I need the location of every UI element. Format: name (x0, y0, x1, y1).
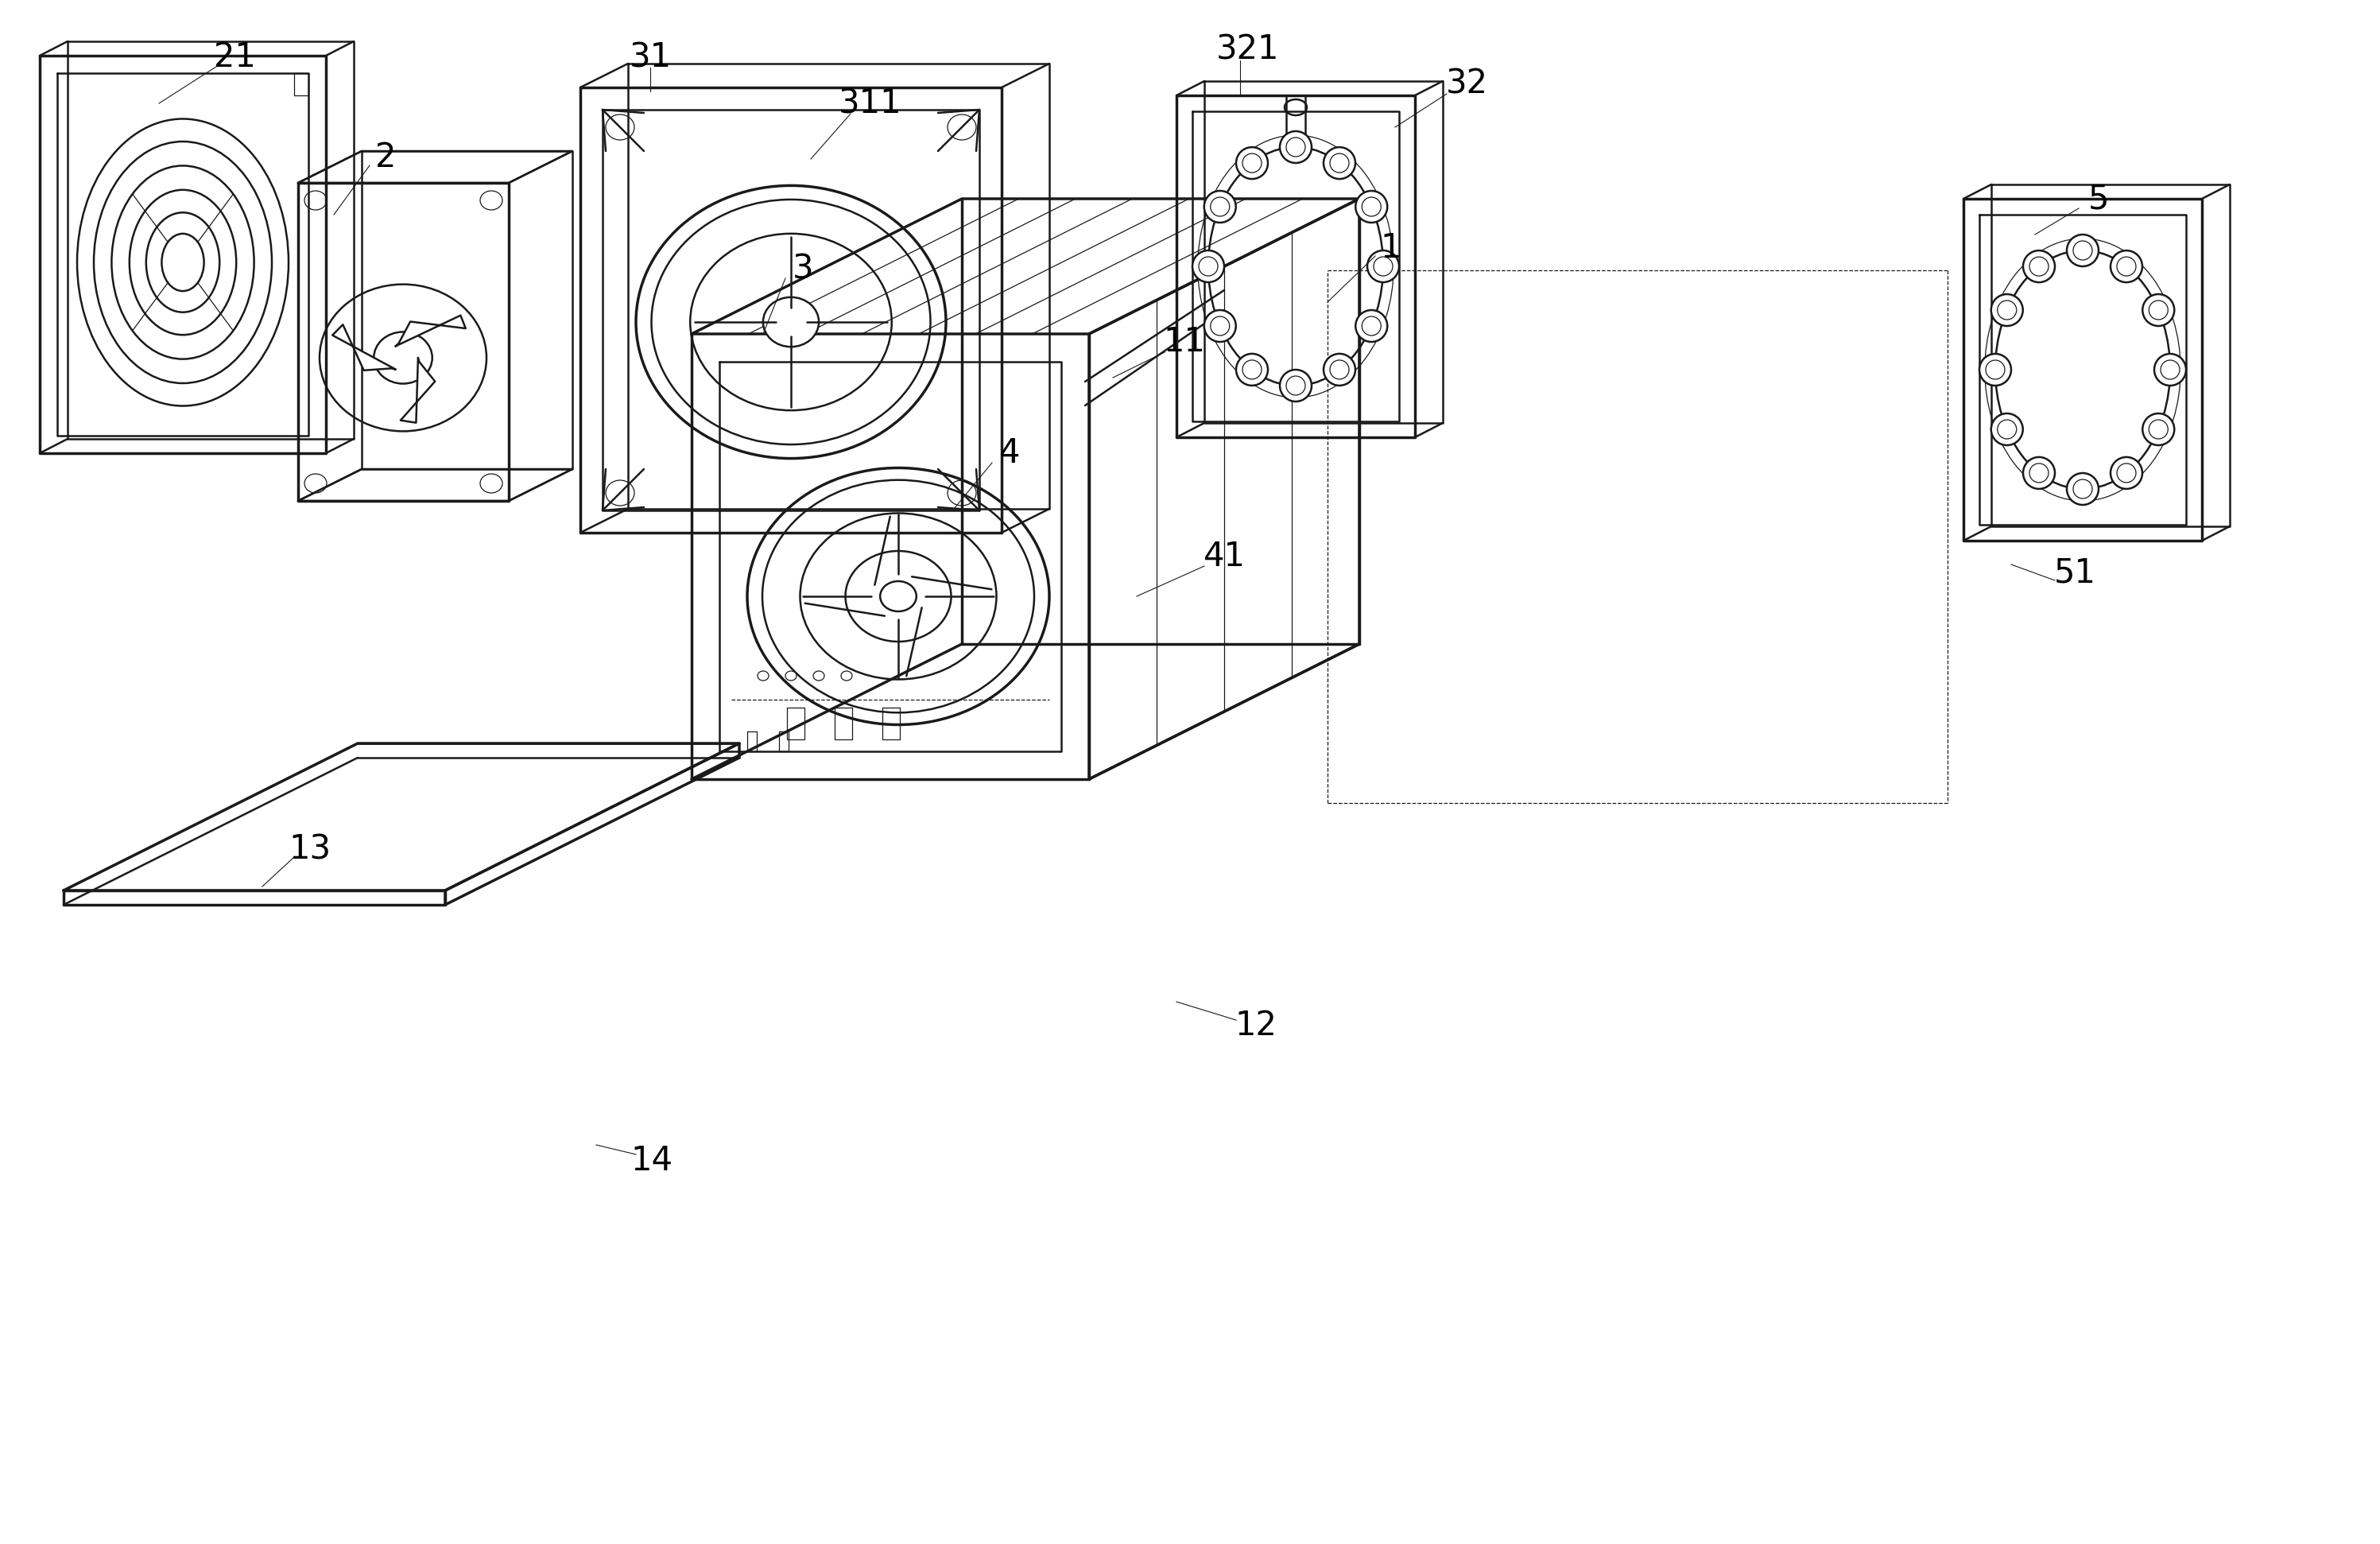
Ellipse shape (1323, 147, 1354, 179)
Ellipse shape (2111, 250, 2142, 283)
Ellipse shape (1280, 131, 1311, 164)
Text: 13: 13 (288, 832, 331, 866)
Text: 51: 51 (2054, 556, 2097, 590)
Text: 12: 12 (1235, 1008, 1278, 1042)
Ellipse shape (1204, 310, 1235, 341)
Text: 32: 32 (1445, 66, 1488, 100)
Ellipse shape (2023, 250, 2054, 283)
Ellipse shape (1357, 191, 1388, 222)
Ellipse shape (1280, 369, 1311, 401)
Ellipse shape (1980, 354, 2011, 386)
Polygon shape (400, 358, 436, 423)
Ellipse shape (840, 672, 852, 681)
Text: 321: 321 (1216, 32, 1280, 66)
Ellipse shape (2142, 295, 2175, 326)
Ellipse shape (1192, 250, 1223, 283)
Text: 31: 31 (628, 40, 671, 74)
Ellipse shape (1357, 310, 1388, 341)
Ellipse shape (1204, 191, 1235, 222)
Text: 11: 11 (1164, 326, 1207, 358)
Ellipse shape (757, 672, 769, 681)
Ellipse shape (2023, 457, 2054, 489)
Polygon shape (395, 315, 466, 346)
Ellipse shape (785, 672, 797, 681)
Ellipse shape (2066, 472, 2099, 505)
Text: 311: 311 (838, 86, 902, 120)
Ellipse shape (1992, 295, 2023, 326)
Text: 2: 2 (376, 141, 395, 174)
Ellipse shape (1323, 354, 1354, 386)
Ellipse shape (374, 332, 433, 383)
Ellipse shape (764, 296, 819, 347)
Ellipse shape (1992, 414, 2023, 445)
Text: 5: 5 (2087, 182, 2109, 216)
Ellipse shape (2154, 354, 2187, 386)
Text: 14: 14 (631, 1144, 674, 1178)
Ellipse shape (1235, 354, 1269, 386)
Ellipse shape (881, 581, 916, 611)
Text: 4: 4 (1000, 437, 1021, 469)
Ellipse shape (814, 672, 823, 681)
Ellipse shape (1366, 250, 1399, 283)
Ellipse shape (2066, 235, 2099, 267)
Text: 21: 21 (214, 40, 255, 74)
Ellipse shape (2111, 457, 2142, 489)
Ellipse shape (2142, 414, 2175, 445)
Text: 1: 1 (1380, 232, 1402, 264)
Ellipse shape (1235, 147, 1269, 179)
Text: 3: 3 (793, 252, 814, 286)
Text: 41: 41 (1204, 540, 1245, 573)
Polygon shape (333, 324, 395, 371)
